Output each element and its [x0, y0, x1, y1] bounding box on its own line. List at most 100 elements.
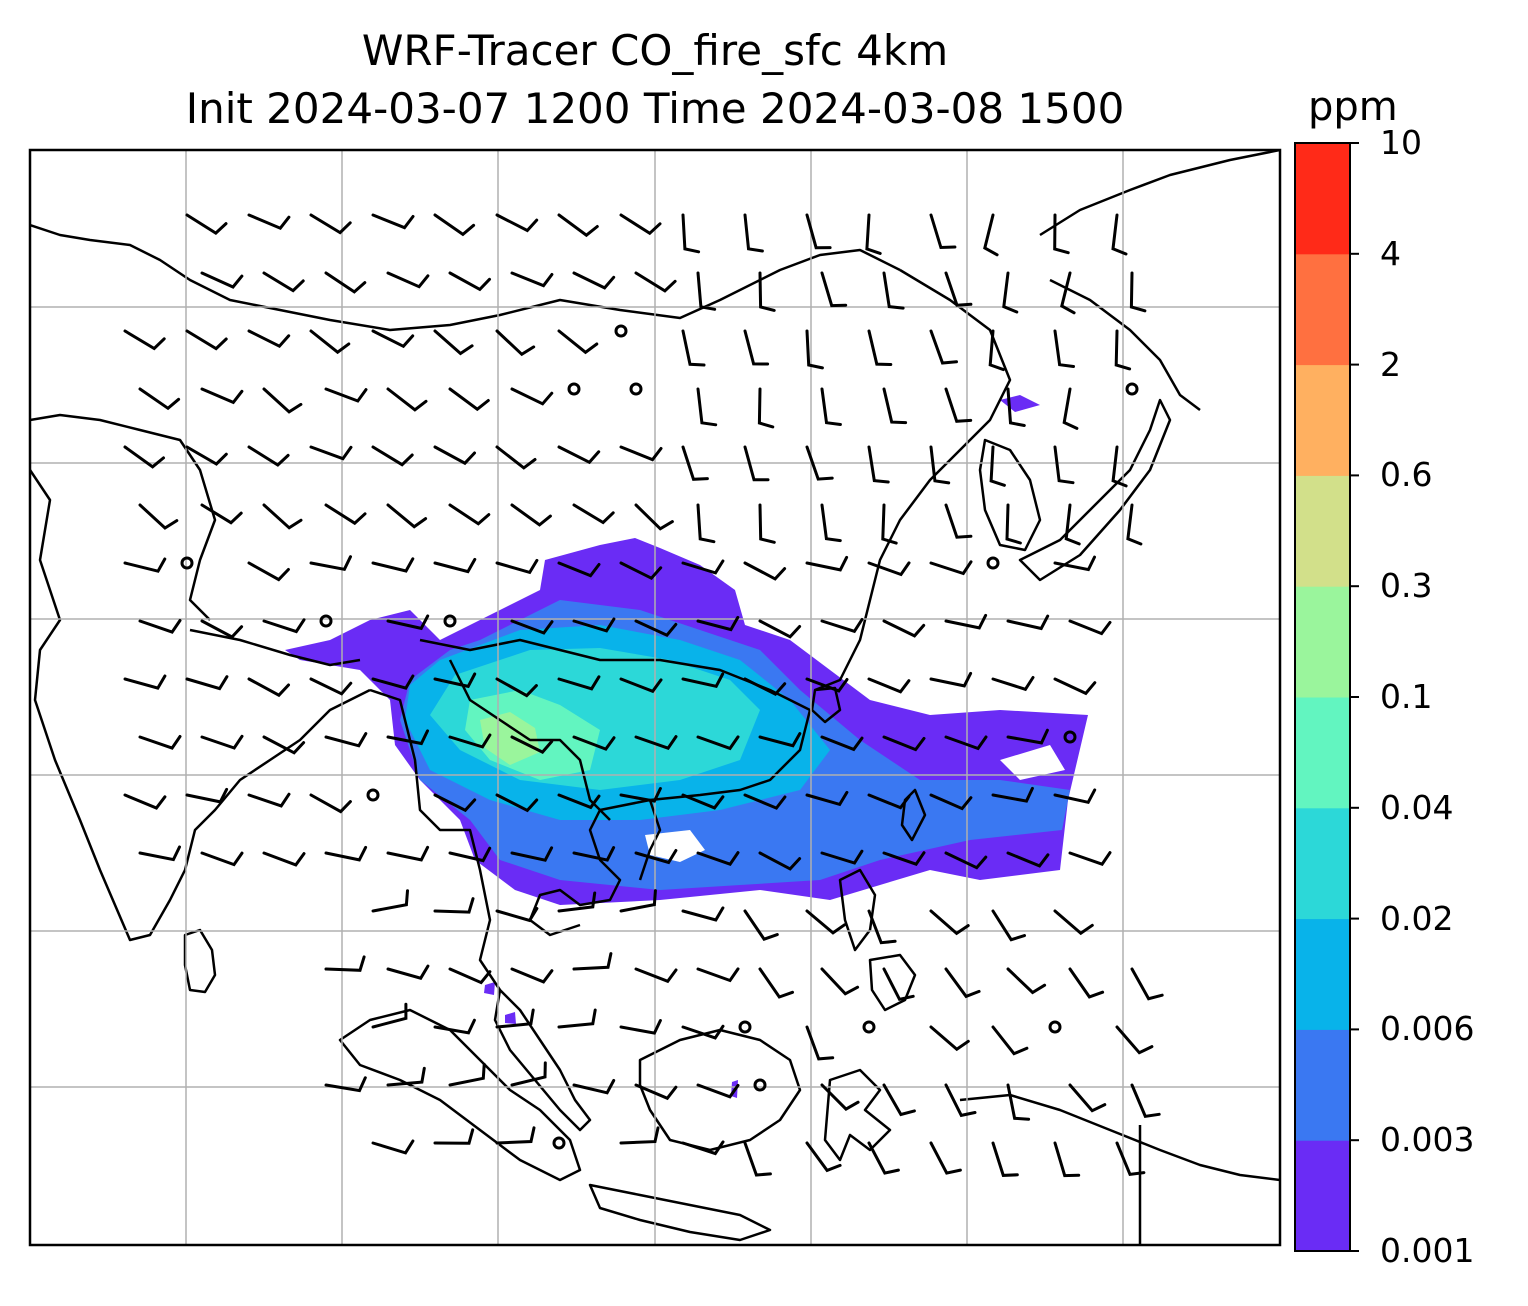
wind-barb	[820, 967, 860, 996]
wind-barb	[200, 503, 243, 525]
wind-barb	[1115, 1141, 1146, 1177]
wind-barb	[1068, 967, 1105, 999]
colorbar-tick-label: 0.02	[1380, 898, 1454, 938]
wind-barb	[989, 445, 1006, 487]
coast-java	[588, 1183, 772, 1242]
wind-barb	[1111, 445, 1128, 488]
wind-barb	[324, 845, 368, 862]
wind-barb	[138, 735, 182, 750]
border-myanmar-laos	[448, 659, 611, 821]
wind-barb	[1006, 728, 1049, 745]
wind-barb	[557, 561, 601, 578]
wind-barb	[696, 1083, 740, 1099]
wind-barb	[371, 557, 415, 573]
wind-barb	[882, 851, 926, 866]
wind-barb	[572, 271, 616, 290]
wind-barb	[510, 846, 554, 862]
colorbar-segment	[1295, 918, 1350, 1030]
wind-barb	[247, 677, 290, 698]
wind-barb	[557, 675, 601, 691]
wind-barb	[138, 503, 179, 530]
wind-barb	[882, 619, 926, 638]
colorbar-segment	[1295, 143, 1350, 255]
wind-barb	[696, 851, 740, 866]
wind-barb	[433, 672, 477, 689]
coast-japan	[1018, 398, 1172, 582]
colorbar-tick-label: 0.6	[1380, 455, 1433, 495]
wind-barb	[386, 964, 430, 980]
wind-barb	[185, 787, 229, 804]
wind-barb	[495, 793, 539, 813]
wind-barb	[805, 909, 846, 935]
wind-barb	[634, 967, 678, 984]
wind-barb	[619, 1019, 662, 1035]
wind-barb	[929, 445, 951, 485]
wind-barb	[448, 733, 492, 749]
wind-barb	[247, 329, 291, 349]
wind-barb	[991, 676, 1035, 692]
wind-barb	[743, 1141, 772, 1177]
wind-barb	[805, 1025, 835, 1061]
wind-barb	[433, 213, 476, 237]
wind-barb	[929, 671, 973, 688]
wind-barb	[991, 1141, 1019, 1177]
calm-wind-marker	[1063, 730, 1077, 744]
wind-barb	[495, 329, 536, 357]
wind-barb	[433, 793, 477, 813]
wind-barb	[433, 445, 476, 466]
wind-barb	[448, 846, 492, 863]
wind-barb	[138, 387, 181, 411]
colorbar-segment	[1295, 1029, 1350, 1141]
wind-barb	[867, 793, 911, 810]
calm-wind-marker	[614, 324, 628, 338]
wind-barb	[805, 329, 824, 370]
calm-wind-marker	[862, 1020, 876, 1034]
coast-china-east	[814, 268, 1012, 692]
wind-barb	[882, 1083, 916, 1117]
wind-barb	[386, 387, 428, 412]
wind-barb	[929, 909, 970, 936]
wind-barb	[696, 387, 718, 427]
wind-barb	[200, 271, 244, 289]
wind-barb	[557, 329, 599, 355]
wind-barb	[634, 849, 678, 865]
colorbar-unit-label: ppm	[1308, 84, 1398, 130]
calm-wind-marker	[738, 1020, 752, 1034]
calm-wind-marker	[986, 556, 1000, 570]
wind-barb	[820, 618, 864, 634]
wind-barb	[448, 1062, 486, 1087]
coast-mindanao	[868, 953, 917, 1012]
colorbar-segment	[1295, 586, 1350, 698]
wind-barb	[758, 967, 794, 999]
wind-barb	[696, 615, 740, 632]
wind-barb	[983, 213, 999, 257]
plume-patch-south-1	[484, 982, 495, 995]
wind-barb	[805, 677, 849, 693]
map-title-line2: Init 2024-03-07 1200 Time 2024-03-08 150…	[185, 84, 1125, 133]
wind-barb	[185, 329, 228, 351]
wind-barb	[1053, 1141, 1081, 1178]
wind-barb	[309, 555, 352, 571]
wind-barb	[557, 793, 601, 810]
colorbar-segment	[1295, 253, 1350, 366]
wind-barb	[882, 967, 915, 1002]
wind-barb	[510, 387, 554, 406]
wind-barb	[1064, 503, 1081, 546]
colorbar-border	[1294, 142, 1351, 1252]
wind-barb	[681, 445, 709, 481]
wind-barb	[681, 793, 725, 810]
border-india-nepal	[189, 628, 361, 667]
wind-barb	[820, 735, 864, 752]
wind-barb	[1006, 851, 1050, 868]
wind-barb	[371, 445, 414, 467]
wind-barb	[1111, 213, 1128, 256]
wind-barb	[758, 503, 776, 544]
wind-barb	[386, 614, 430, 631]
wind-barb	[867, 561, 911, 577]
coast-taiwan	[900, 788, 927, 842]
coast-northeast-asia	[1039, 150, 1280, 237]
wind-barb	[929, 1025, 970, 1052]
wind-barb	[123, 557, 167, 573]
wind-barb	[619, 889, 657, 913]
